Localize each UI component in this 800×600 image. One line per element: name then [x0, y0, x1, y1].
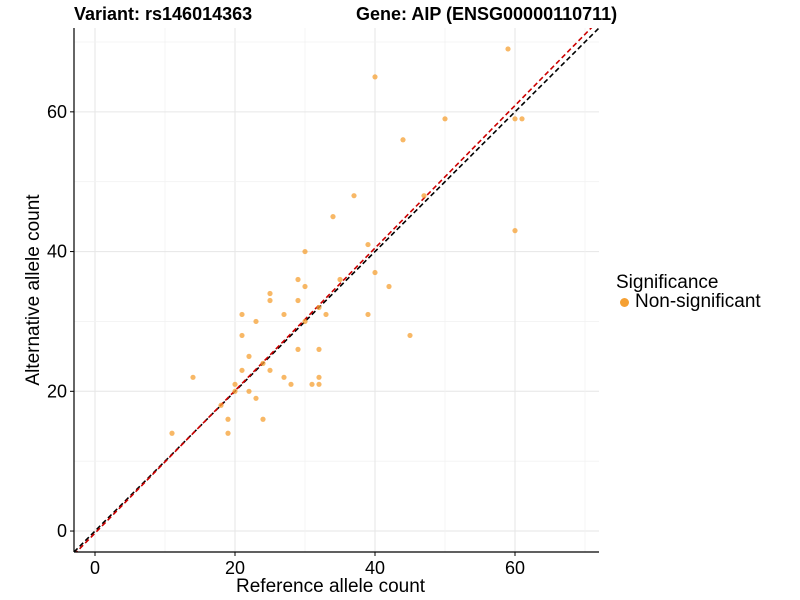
data-point: [239, 332, 245, 339]
y-tick-label: 40: [47, 242, 67, 262]
x-tick-label: 0: [90, 558, 100, 578]
data-point: [246, 353, 252, 359]
data-point: [239, 367, 245, 373]
data-point: [302, 248, 308, 255]
y-tick-label: 20: [47, 381, 67, 401]
data-point: [295, 346, 301, 352]
legend-label: Non-significant: [635, 291, 761, 312]
data-point: [512, 228, 518, 234]
legend-item-non-significant: Non-significant: [620, 291, 761, 313]
data-point: [309, 381, 315, 387]
data-point: [337, 276, 343, 283]
data-point: [421, 193, 427, 199]
data-point: [267, 367, 273, 373]
data-point: [267, 290, 273, 297]
data-point: [232, 381, 238, 387]
data-point: [519, 116, 525, 122]
data-point: [512, 116, 518, 122]
data-point: [302, 318, 308, 325]
chart-title-gene: Gene: AIP (ENSG00000110711): [356, 4, 618, 24]
x-tick-label: 40: [365, 558, 385, 578]
data-point: [365, 311, 371, 318]
data-point: [295, 297, 301, 304]
data-point: [239, 311, 245, 318]
data-point: [169, 430, 175, 436]
y-axis-label: Alternative allele count: [23, 194, 44, 386]
data-point: [232, 388, 238, 394]
data-point: [288, 381, 294, 387]
y-tick-label: 60: [47, 102, 67, 122]
x-tick-label: 20: [225, 558, 245, 578]
x-tick-label: 60: [505, 558, 525, 578]
data-point: [246, 388, 252, 394]
legend-marker: [620, 297, 629, 307]
data-point: [386, 283, 392, 290]
data-point: [365, 241, 371, 248]
data-point: [225, 430, 231, 436]
data-point: [295, 276, 301, 283]
data-point: [260, 360, 266, 366]
data-point: [190, 374, 196, 380]
fit-reference-line: [75, 28, 593, 552]
data-point: [260, 416, 266, 422]
data-point: [400, 137, 406, 143]
legend-title: Significance: [616, 272, 719, 293]
data-point: [267, 297, 273, 304]
data-point: [442, 116, 448, 122]
data-point: [372, 269, 378, 276]
data-point: [505, 46, 511, 52]
data-point: [302, 283, 308, 290]
data-point: [316, 381, 322, 387]
chart-title-variant: Variant: rs146014363: [74, 4, 253, 24]
data-point: [225, 416, 231, 422]
data-point: [316, 374, 322, 380]
data-point: [372, 74, 378, 80]
data-point: [218, 402, 224, 408]
data-point: [407, 332, 413, 339]
data-point: [330, 214, 336, 220]
data-point: [281, 311, 287, 318]
data-point: [253, 395, 259, 401]
data-point: [281, 374, 287, 380]
data-point: [351, 193, 357, 199]
data-point: [323, 311, 329, 318]
data-point: [253, 318, 259, 325]
data-point: [316, 346, 322, 352]
x-axis-label: Reference allele count: [236, 576, 426, 597]
data-point: [316, 304, 322, 311]
identity-reference-line: [74, 28, 599, 552]
y-tick-label: 0: [57, 521, 67, 541]
